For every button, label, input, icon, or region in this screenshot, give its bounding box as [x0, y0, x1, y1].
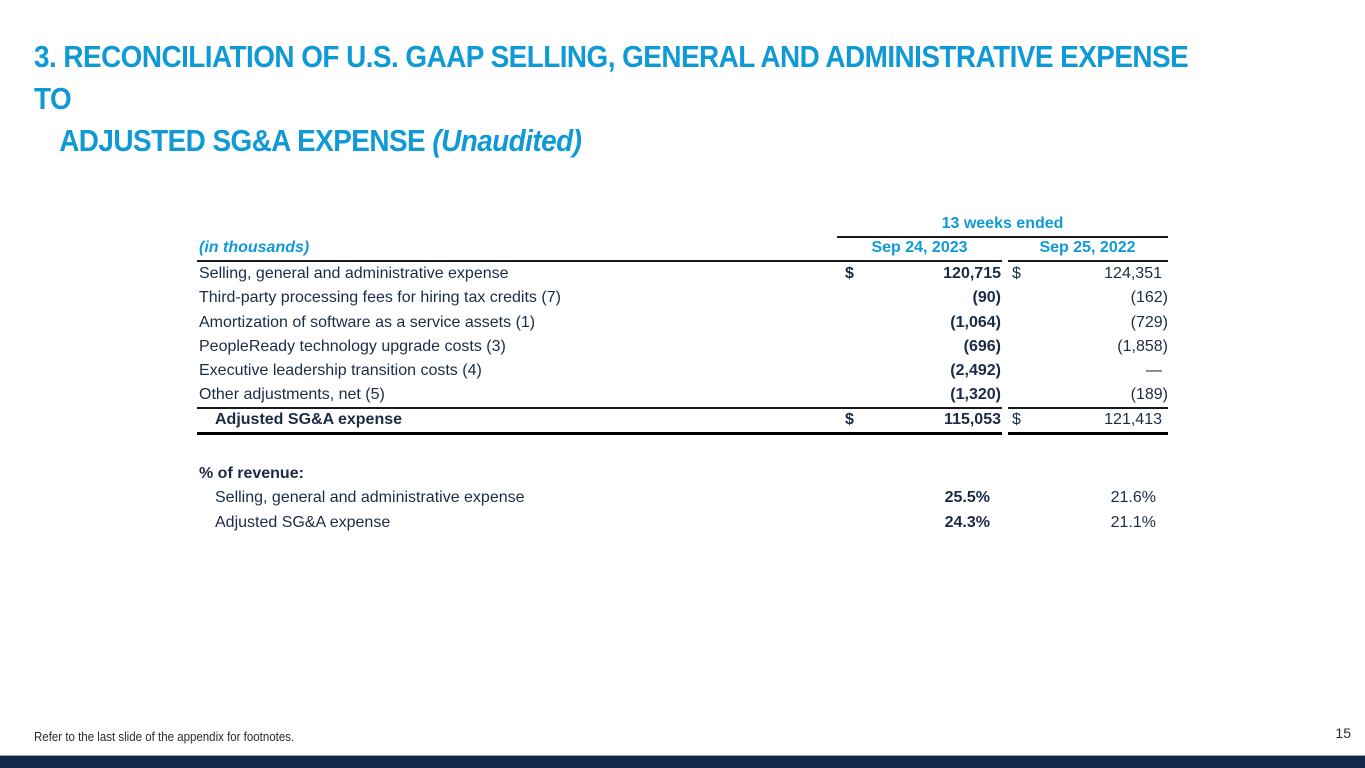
table-row: Selling, general and administrative expe… [197, 262, 1168, 286]
value-2022: — [1146, 362, 1162, 380]
title-line-1: 3. RECONCILIATION OF U.S. GAAP SELLING, … [34, 39, 1189, 116]
pct-2023: 25.5% [944, 489, 990, 507]
table-row: PeopleReady technology upgrade costs (3)… [197, 335, 1168, 359]
value-2023: (1,064) [950, 313, 1001, 331]
value-2022: (162) [1130, 289, 1168, 307]
subtotal-rule [197, 406, 1002, 409]
value-2022: 124,351 [1104, 265, 1162, 282]
title-line-2: ADJUSTED SG&A EXPENSE (Unaudited) [34, 120, 1204, 162]
column-header-row: (in thousands) Sep 24, 2023 Sep 25, 2022 [197, 236, 1168, 260]
footnote-reference: Refer to the last slide of the appendix … [34, 730, 295, 744]
row-label: Executive leadership transition costs (4… [199, 362, 482, 380]
table-row: Executive leadership transition costs (4… [197, 359, 1168, 383]
total-double-rule-2 [1008, 432, 1168, 436]
column-header-2023: Sep 24, 2023 [871, 239, 968, 256]
title-line-2-text: ADJUSTED SG&A EXPENSE [59, 123, 433, 158]
table-row: Third-party processing fees for hiring t… [197, 286, 1168, 310]
pct-label: Selling, general and administrative expe… [215, 489, 525, 507]
value-2023: (1,320) [950, 386, 1001, 404]
title-unaudited: (Unaudited) [432, 123, 582, 158]
value-2022: (189) [1130, 386, 1168, 404]
pct-2022: 21.1% [1110, 513, 1156, 531]
currency-symbol: $ [845, 265, 854, 282]
subtotal-rule-2 [1008, 406, 1168, 409]
row-label: Other adjustments, net (5) [199, 386, 385, 404]
value-2023: (2,492) [950, 362, 1001, 380]
row-label: Third-party processing fees for hiring t… [199, 289, 561, 307]
period-group-label: 13 weeks ended [837, 212, 1168, 238]
pct-heading: % of revenue: [199, 465, 304, 483]
value-2023: (696) [963, 337, 1001, 355]
total-double-rule [197, 432, 1002, 436]
slide-title: 3. RECONCILIATION OF U.S. GAAP SELLING, … [34, 36, 1204, 162]
page-number: 15 [1335, 725, 1351, 741]
total-label: Adjusted SG&A expense [215, 410, 403, 428]
units-label: (in thousands) [199, 239, 310, 256]
pct-row: Selling, general and administrative expe… [197, 486, 1168, 510]
pct-row: Adjusted SG&A expense 24.3% 21.1% [197, 511, 1168, 535]
pct-label: Adjusted SG&A expense [215, 513, 391, 531]
currency-symbol: $ [1012, 410, 1021, 428]
total-row: Adjusted SG&A expense $ 115,053 $ 121,41… [197, 408, 1168, 432]
footer-bar [0, 755, 1365, 768]
header-rule-2 [1008, 260, 1168, 262]
header-rule [197, 260, 1002, 262]
currency-symbol: $ [1012, 265, 1021, 282]
table-row: Other adjustments, net (5) (1,320) (189) [197, 383, 1168, 407]
pct-2022: 21.6% [1110, 489, 1156, 507]
table-row: Amortization of software as a service as… [197, 311, 1168, 335]
value-2023: (90) [972, 289, 1001, 307]
value-2023: 120,715 [943, 265, 1001, 282]
row-label: Selling, general and administrative expe… [199, 265, 509, 282]
currency-symbol: $ [845, 410, 854, 428]
row-label: Amortization of software as a service as… [199, 313, 536, 331]
row-label: PeopleReady technology upgrade costs (3) [199, 337, 506, 355]
period-group-header: 13 weeks ended [197, 212, 1168, 238]
pct-2023: 24.3% [944, 513, 990, 531]
value-2022: (729) [1130, 313, 1168, 331]
value-2022: (1,858) [1117, 337, 1168, 355]
reconciliation-table: 13 weeks ended (in thousands) Sep 24, 20… [197, 212, 1168, 535]
total-2023: 115,053 [944, 410, 1001, 428]
total-2022: 121,413 [1104, 410, 1162, 428]
column-header-2022: Sep 25, 2022 [1039, 239, 1136, 256]
pct-heading-row: % of revenue: [197, 462, 1168, 486]
